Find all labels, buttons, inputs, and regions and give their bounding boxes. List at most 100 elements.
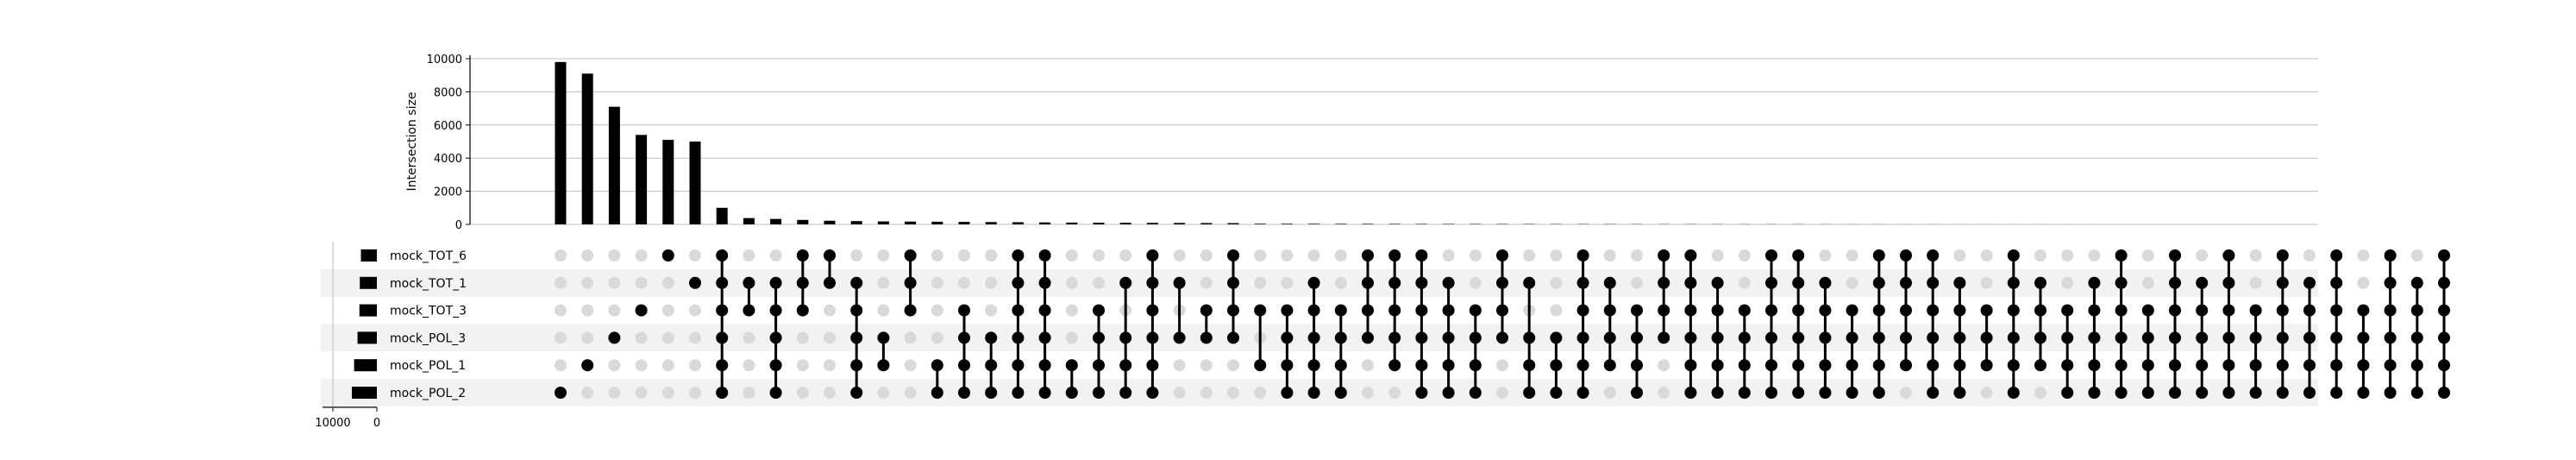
matrix-dot-inactive	[581, 304, 594, 317]
matrix-dot-active	[2115, 249, 2128, 262]
matrix-dot-inactive	[1738, 276, 1751, 289]
matrix-dot-active	[1576, 276, 1589, 289]
matrix-dot-inactive	[824, 359, 836, 372]
matrix-dot-active	[1362, 304, 1374, 317]
matrix-dot-active	[1927, 276, 1940, 289]
matrix-dot-active	[2141, 304, 2154, 317]
matrix-dot-active	[2303, 331, 2316, 344]
matrix-dot-active	[1980, 331, 1993, 344]
matrix-dot-active	[1819, 359, 1832, 372]
matrix-dot-inactive	[1254, 249, 1267, 262]
matrix-dot-active	[1254, 304, 1267, 317]
matrix-dot-active	[1872, 304, 1885, 317]
matrix-dot-active	[2088, 387, 2101, 399]
matrix-dot-inactive	[2061, 249, 2074, 262]
matrix-dot-inactive	[2249, 276, 2262, 289]
matrix-dot-inactive	[608, 276, 621, 289]
matrix-dot-active	[2034, 359, 2046, 372]
matrix-dot-inactive	[555, 359, 567, 372]
matrix-dot-active	[1927, 249, 1940, 262]
matrix-dot-active	[931, 387, 943, 399]
matrix-dot-active	[1765, 331, 1777, 344]
matrix-dot-inactive	[1173, 387, 1186, 399]
set-size-tick-label: 10000	[315, 417, 350, 430]
matrix-dot-active	[877, 359, 890, 372]
matrix-dot-active	[769, 276, 782, 289]
matrix-dot-active	[1469, 331, 1482, 344]
matrix-dot-inactive	[1173, 249, 1186, 262]
matrix-dot-active	[1603, 276, 1616, 289]
matrix-dot-active	[2141, 331, 2154, 344]
matrix-dot-active	[1496, 249, 1508, 262]
matrix-dot-inactive	[555, 304, 567, 317]
matrix-dot-inactive	[877, 304, 890, 317]
matrix-dot-active	[2007, 304, 2020, 317]
matrix-dot-active	[1119, 276, 1132, 289]
intersection-bar	[905, 221, 917, 224]
matrix-dot-inactive	[2410, 249, 2423, 262]
matrix-dot-active	[1307, 331, 1320, 344]
matrix-dot-active	[2222, 276, 2235, 289]
intersection-bar	[1039, 222, 1051, 224]
matrix-dot-active	[1603, 331, 1616, 344]
matrix-dot-active	[796, 276, 809, 289]
matrix-dot-inactive	[796, 387, 809, 399]
matrix-dot-active	[1415, 359, 1428, 372]
matrix-dot-active	[2330, 249, 2343, 262]
matrix-dot-inactive	[1093, 249, 1105, 262]
matrix-dot-active	[1334, 359, 1347, 372]
matrix-dot-active	[1684, 276, 1697, 289]
matrix-dot-active	[1576, 359, 1589, 372]
matrix-dot-inactive	[1631, 249, 1643, 262]
matrix-dot-active	[1334, 387, 1347, 399]
matrix-dot-active	[1146, 359, 1159, 372]
matrix-dot-active	[2438, 276, 2450, 289]
matrix-dot-inactive	[608, 387, 621, 399]
matrix-dot-active	[1658, 276, 1670, 289]
matrix-dot-active	[1658, 249, 1670, 262]
matrix-dot-active	[2249, 304, 2262, 317]
matrix-dot-active	[1765, 249, 1777, 262]
matrix-dot-active	[1307, 304, 1320, 317]
matrix-dot-inactive	[1307, 249, 1320, 262]
matrix-dot-active	[1576, 387, 1589, 399]
matrix-dot-active	[1765, 359, 1777, 372]
matrix-dot-active	[1415, 331, 1428, 344]
intersection-bar	[824, 220, 836, 224]
matrix-dot-active	[1684, 249, 1697, 262]
matrix-dot-active	[1576, 304, 1589, 317]
matrix-dot-active	[1093, 359, 1105, 372]
matrix-dot-active	[904, 276, 917, 289]
matrix-dot-active	[1927, 359, 1940, 372]
matrix-dot-active	[2357, 359, 2370, 372]
set-label: mock_TOT_6	[390, 249, 467, 263]
matrix-dot-inactive	[743, 387, 755, 399]
matrix-dot-active	[1684, 331, 1697, 344]
matrix-dot-active	[555, 387, 567, 399]
matrix-dot-active	[2115, 331, 2128, 344]
matrix-dot-active	[716, 249, 729, 262]
matrix-dot-active	[716, 387, 729, 399]
matrix-dot-active	[1146, 387, 1159, 399]
matrix-dot-active	[1388, 331, 1401, 344]
matrix-dot-inactive	[1065, 331, 1078, 344]
matrix-dot-inactive	[985, 276, 998, 289]
matrix-dot-inactive	[689, 249, 701, 262]
matrix-dot-active	[1846, 387, 1858, 399]
matrix-dot-active	[850, 276, 863, 289]
matrix-dot-inactive	[1631, 276, 1643, 289]
matrix-dot-active	[1872, 276, 1885, 289]
matrix-dot-inactive	[1550, 249, 1563, 262]
matrix-dot-inactive	[1119, 249, 1132, 262]
matrix-dot-active	[1738, 331, 1751, 344]
matrix-dot-active	[1415, 304, 1428, 317]
matrix-dot-active	[1281, 304, 1294, 317]
matrix-dot-active	[1281, 387, 1294, 399]
matrix-dot-inactive	[2088, 249, 2101, 262]
matrix-dot-active	[1173, 331, 1186, 344]
matrix-dot-inactive	[661, 387, 674, 399]
matrix-dot-active	[1927, 387, 1940, 399]
matrix-dot-active	[1872, 249, 1885, 262]
matrix-dot-active	[2276, 331, 2289, 344]
matrix-dot-active	[1684, 304, 1697, 317]
